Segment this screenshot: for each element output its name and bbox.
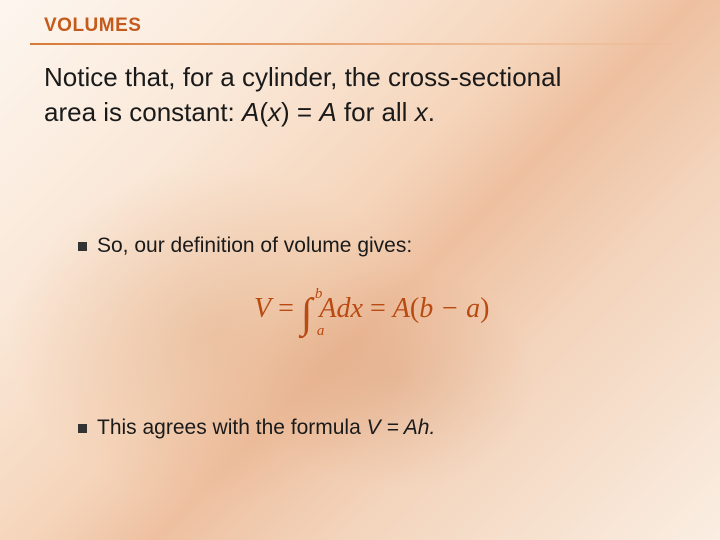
f-lim-b: b (315, 286, 323, 303)
bullet-2-text-a: This agrees with the formula (97, 416, 367, 439)
f-eq2: = (363, 293, 393, 324)
main-line-1: Notice that, for a cylinder, the cross-s… (44, 62, 561, 92)
main-paragraph: Notice that, for a cylinder, the cross-s… (44, 60, 684, 130)
f-eq1: = (271, 293, 301, 324)
var-x2: x (415, 97, 428, 127)
volume-formula: V = ∫ba Adx = A(b − a) (254, 290, 489, 338)
f-Adx: Adx (319, 293, 363, 324)
title-underline (30, 43, 690, 45)
main-line-2a: area is constant: (44, 97, 242, 127)
f-lp: ( (410, 293, 419, 324)
var-A1: A (242, 97, 259, 127)
integral-icon: ∫ba (301, 290, 313, 338)
f-lim-a: a (317, 323, 325, 340)
bullet-1-text: So, our definition of volume gives: (97, 234, 412, 257)
f-V: V (254, 293, 271, 324)
bullet-2-text-b: V = Ah. (367, 416, 436, 439)
var-A2: A (319, 97, 336, 127)
lp: ( (259, 97, 268, 127)
slide-title: VOLUMES (44, 15, 141, 37)
f-A: A (393, 293, 410, 324)
bullet-square-icon (78, 242, 87, 251)
rp-eq: ) = (281, 97, 319, 127)
bullet-2: This agrees with the formula V = Ah. (78, 416, 678, 440)
slide: VOLUMES Notice that, for a cylinder, the… (0, 0, 720, 540)
bullet-1: So, our definition of volume gives: (78, 234, 678, 258)
title-bar: VOLUMES (0, 15, 720, 45)
var-x1: x (268, 97, 281, 127)
int-symbol: ∫ (301, 291, 313, 337)
f-rp: ) (480, 293, 489, 324)
for-all: for all (337, 97, 415, 127)
f-bma: b − a (419, 293, 480, 324)
period: . (428, 97, 435, 127)
bullet-square-icon (78, 424, 87, 433)
